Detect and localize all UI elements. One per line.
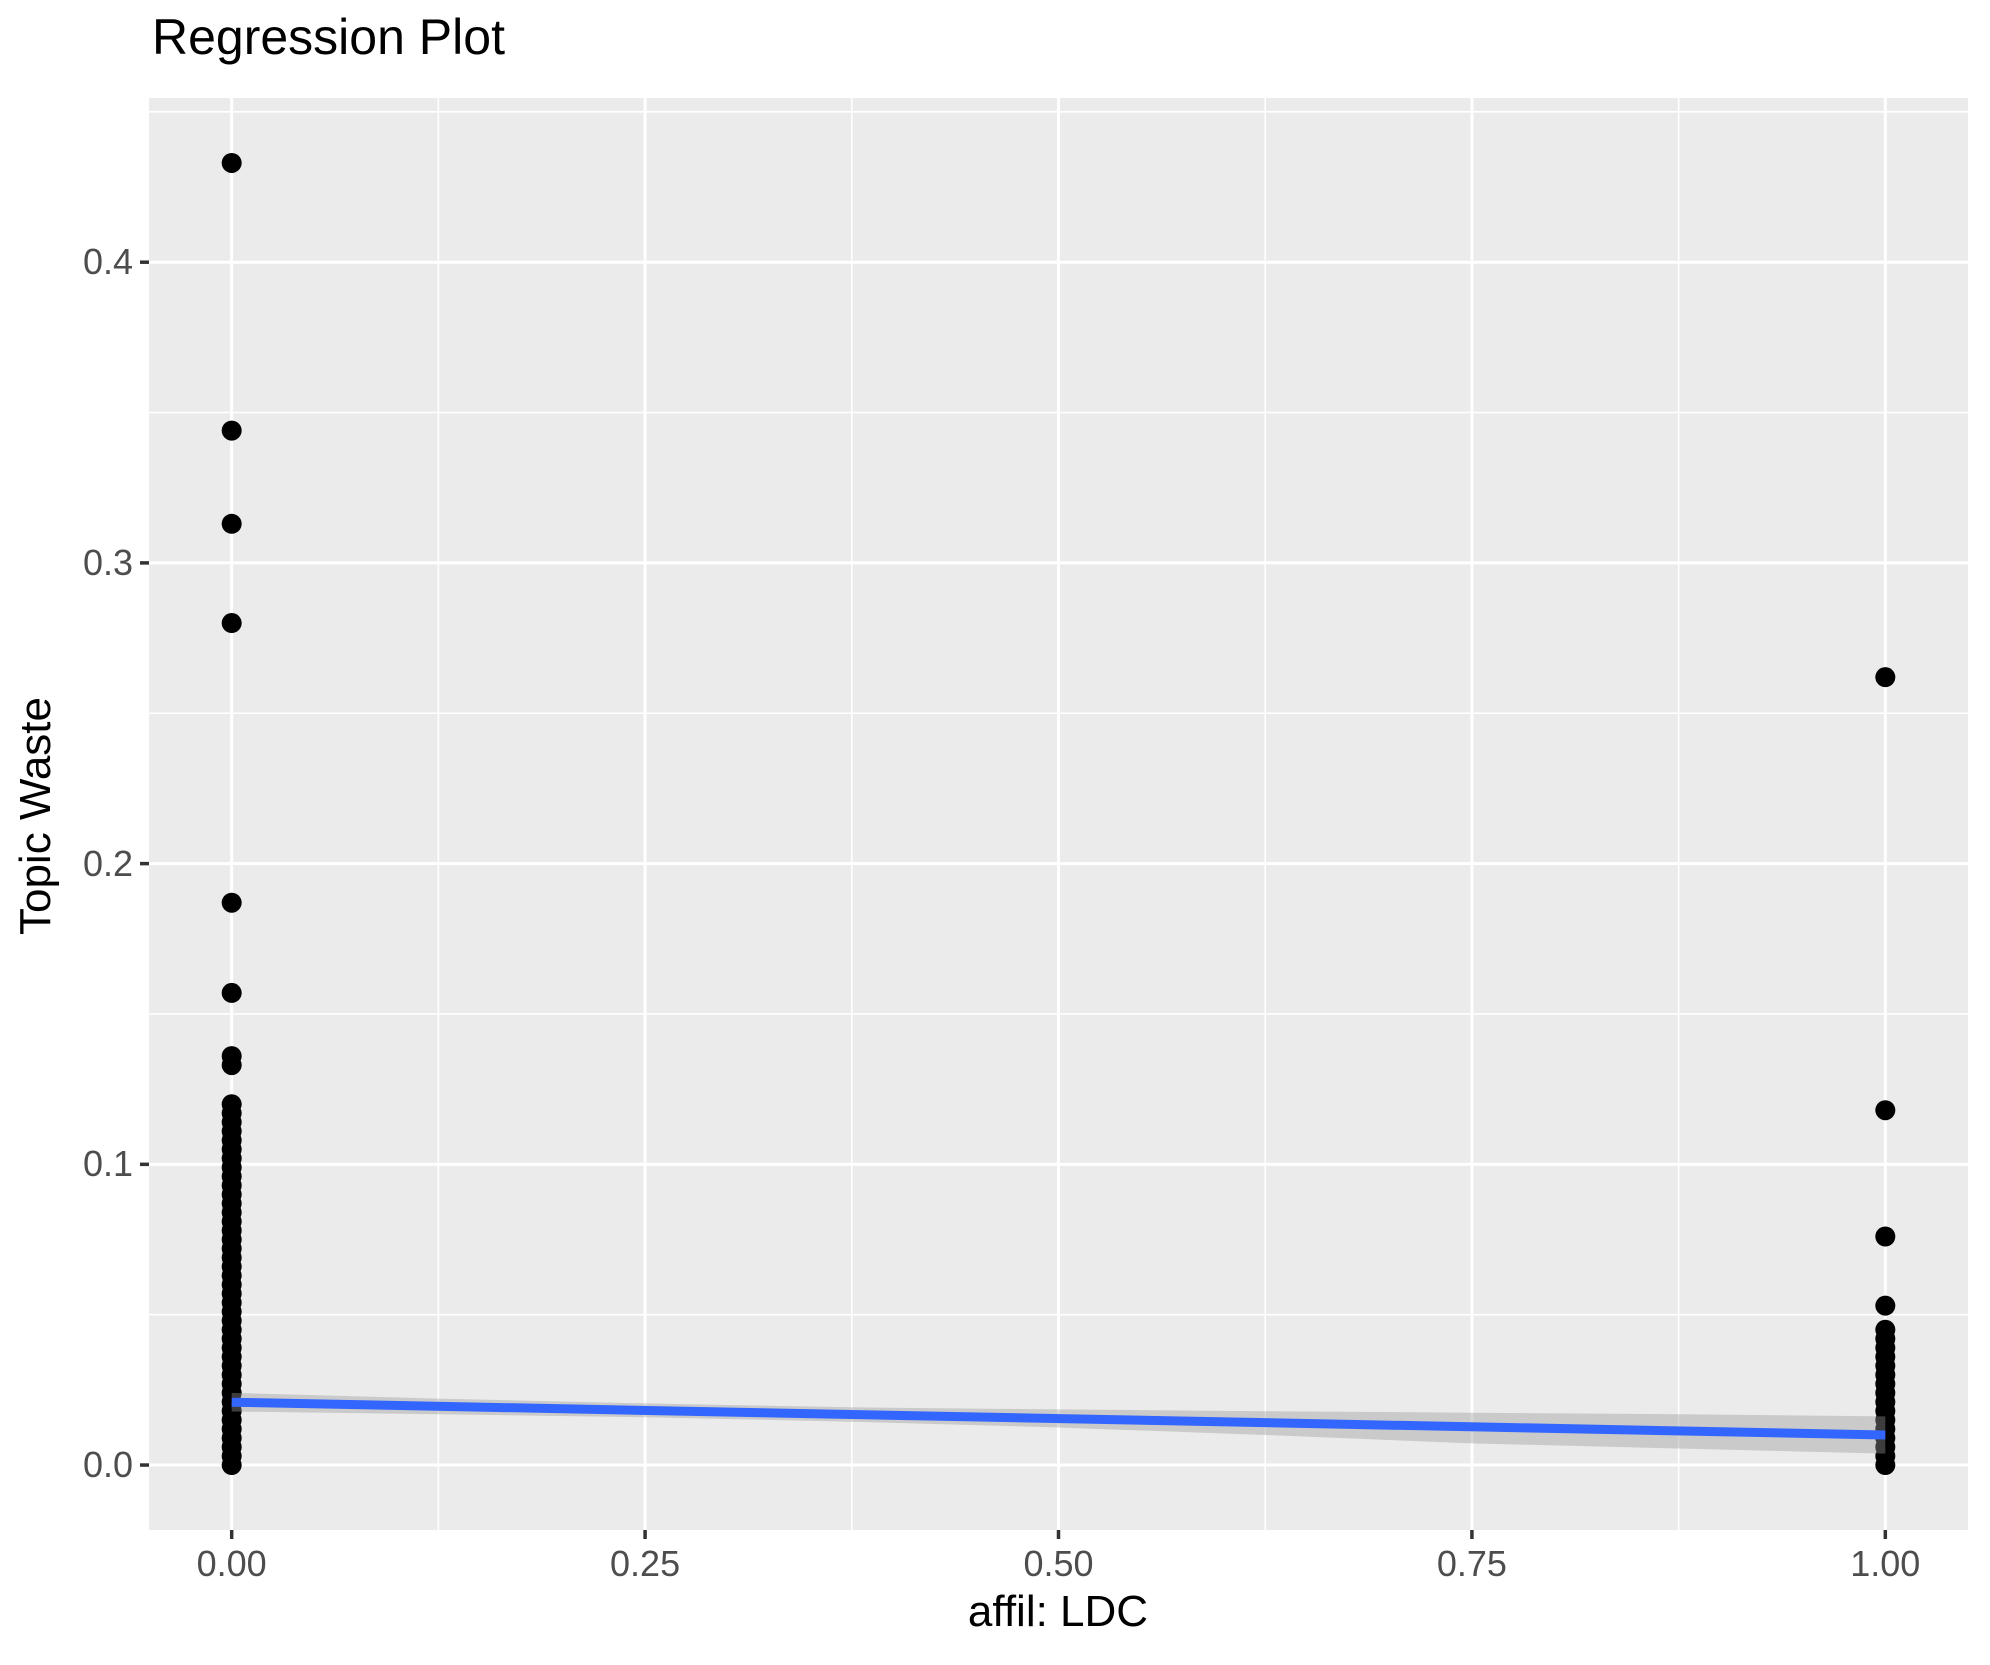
data-point — [221, 152, 242, 173]
x-tick-label: 0.00 — [196, 1543, 267, 1584]
y-tick-label: 0.2 — [82, 842, 133, 884]
data-point — [221, 513, 242, 534]
x-tick-label: 1.00 — [1850, 1543, 1921, 1584]
x-axis-title: affil: LDC — [967, 1587, 1149, 1636]
plot-title: Regression Plot — [152, 9, 505, 65]
data-point — [221, 420, 242, 441]
data-point — [221, 1455, 242, 1476]
data-point — [1875, 667, 1896, 688]
data-point — [221, 982, 242, 1003]
data-point — [221, 613, 242, 634]
y-tick-label: 0.0 — [82, 1444, 133, 1486]
y-axis-title: Topic Waste — [11, 697, 60, 936]
regression-line — [231, 1397, 1886, 1440]
y-tick-label: 0.4 — [82, 241, 133, 283]
data-point — [221, 892, 242, 913]
data-point — [221, 1055, 242, 1076]
y-tick-label: 0.3 — [82, 541, 133, 583]
data-point — [1875, 1226, 1896, 1247]
x-tick-label: 0.25 — [610, 1543, 681, 1584]
data-point — [1875, 1295, 1896, 1316]
x-tick-label: 0.75 — [1436, 1543, 1507, 1584]
y-tick-label: 0.1 — [82, 1143, 133, 1185]
x-tick-label: 0.50 — [1023, 1543, 1094, 1584]
data-point — [1875, 1100, 1896, 1121]
data-point — [1875, 1455, 1896, 1476]
